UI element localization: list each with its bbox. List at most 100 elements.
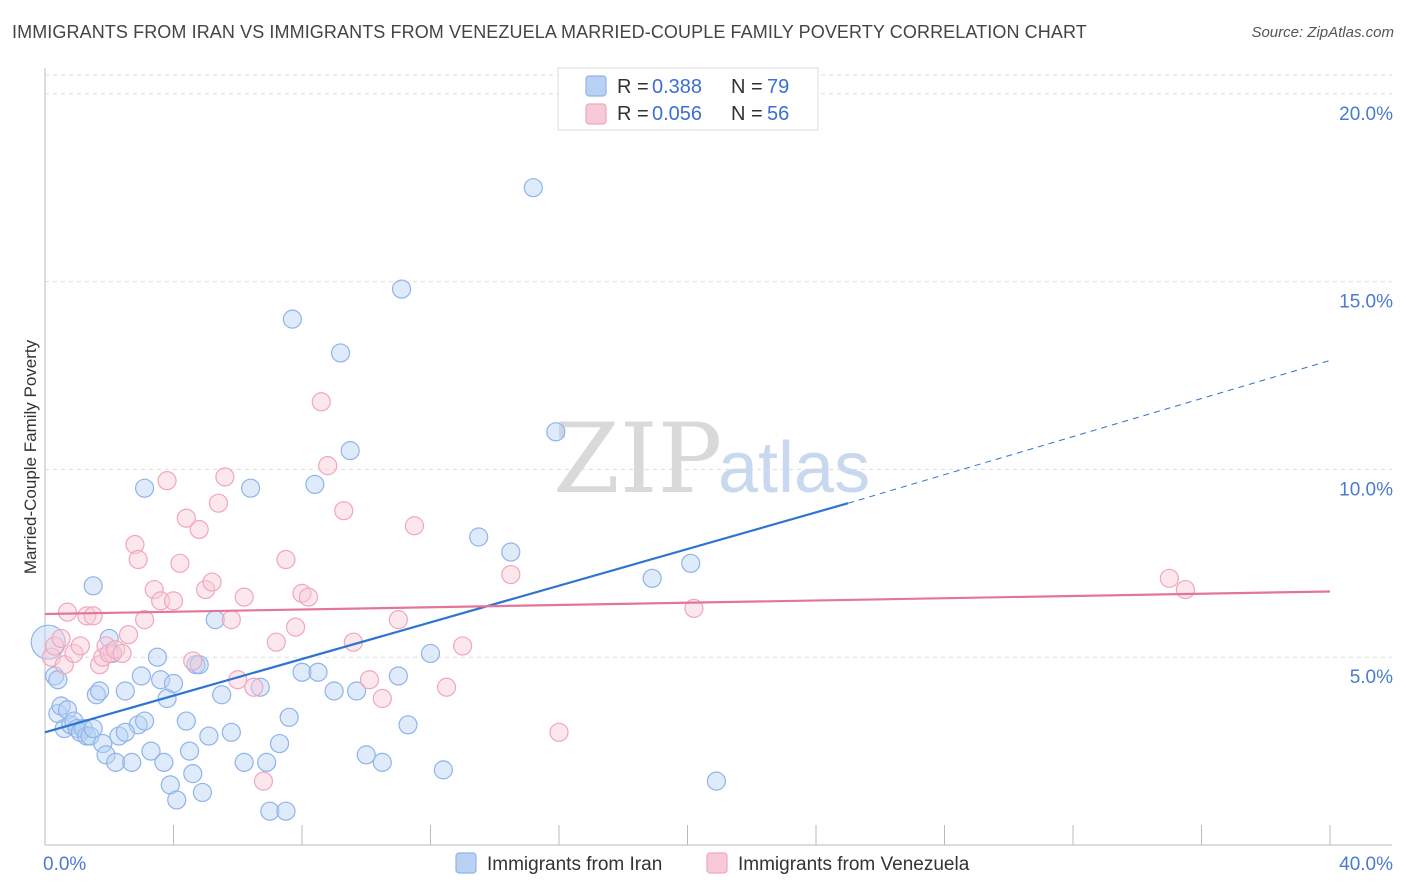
iran-point-62 — [523, 178, 543, 198]
iran-point-57 — [398, 715, 418, 735]
iran-point-63 — [546, 422, 566, 442]
venezuela-point-18 — [134, 610, 155, 630]
axes — [44, 68, 1392, 846]
venezuela-point-22 — [163, 591, 184, 611]
venezuela-point-50 — [453, 636, 473, 656]
venezuela-point-2 — [51, 628, 71, 649]
venezuela-point-34 — [244, 677, 264, 697]
iran-point-29 — [151, 670, 171, 690]
venezuela-point-29 — [208, 493, 229, 513]
iran-point-26 — [134, 711, 155, 731]
iran-point-60 — [469, 527, 489, 547]
iran-point-58 — [420, 643, 441, 664]
iran-point-36 — [179, 741, 200, 761]
venezuela-point-33 — [234, 587, 254, 607]
x-tick-label-max: 40.0% — [1339, 854, 1393, 875]
venezuela-point-46 — [372, 688, 392, 709]
venezuela-point-47 — [388, 610, 408, 630]
venezuela-point-21 — [157, 471, 177, 491]
y-axis-label: Married-Couple Family Poverty — [21, 339, 40, 574]
iran-point-61 — [501, 542, 521, 562]
venezuela-point-15 — [118, 625, 139, 645]
iran-point-48 — [276, 801, 296, 821]
venezuela-point-35 — [253, 771, 274, 791]
iran-point-74 — [83, 576, 103, 596]
iran-point-25 — [131, 666, 151, 686]
bottom-legend-swatch-iran — [455, 852, 477, 874]
chart-title: IMMIGRANTS FROM IRAN VS IMMIGRANTS FROM … — [12, 22, 1087, 42]
iran-point-49 — [279, 707, 299, 727]
iran-point-45 — [250, 677, 270, 697]
iran-point-65 — [681, 553, 701, 573]
legend-n-value-iran: 79 — [767, 76, 789, 98]
y-tick-label-0: 5.0% — [1350, 667, 1393, 688]
y-tick-label-1: 10.0% — [1339, 479, 1393, 500]
iran-point-78 — [269, 733, 290, 754]
legend-r-value-venezuela: 0.056 — [652, 103, 702, 125]
x-tick-labels: 0.0% 40.0% — [43, 854, 1393, 875]
iran-point-17 — [96, 745, 116, 765]
iran-point-64 — [642, 568, 662, 588]
x-tick-label-min: 0.0% — [43, 854, 86, 875]
iran-point-44 — [234, 752, 254, 772]
trendlines — [44, 359, 1331, 734]
iran-point-28 — [147, 647, 168, 667]
iran-point-69 — [330, 343, 351, 363]
venezuela-point-7 — [77, 606, 97, 626]
iran-point-76 — [115, 722, 135, 742]
venezuela-point-16 — [125, 534, 145, 555]
venezuela-point-37 — [276, 549, 296, 570]
iran-point-37 — [183, 764, 203, 784]
iran-point-46 — [257, 752, 277, 772]
iran-trendline-projection — [847, 359, 1331, 504]
venezuela-point-23 — [170, 553, 190, 573]
legend-swatch-venezuela — [585, 103, 607, 125]
legend-swatch-iran — [585, 75, 607, 97]
iran-point-42 — [205, 610, 225, 630]
legend-n-label-iran: N = — [731, 76, 763, 98]
venezuela-point-48 — [404, 516, 425, 536]
y-tick-label-2: 15.0% — [1339, 292, 1393, 313]
legend-r-label-iran: R = — [617, 76, 649, 98]
iran-point-33 — [163, 673, 184, 694]
bottom-legend-label-venezuela: Immigrants from Venezuela — [738, 854, 970, 875]
venezuela-point-52 — [549, 722, 569, 742]
venezuela-point-55 — [1175, 579, 1196, 600]
legend-r-label-venezuela: R = — [617, 103, 649, 125]
venezuela-point-54 — [1159, 568, 1179, 588]
iran-point-41 — [199, 726, 219, 746]
legend-n-label-venezuela: N = — [731, 103, 763, 125]
iran-point-53 — [347, 681, 367, 701]
iran-point-71 — [391, 279, 412, 299]
venezuela-point-24 — [176, 508, 196, 528]
watermark-atlas: atlas — [718, 428, 870, 508]
y-tick-label-3: 20.0% — [1339, 104, 1393, 125]
venezuela-point-43 — [334, 501, 354, 521]
venezuela-point-25 — [183, 651, 203, 671]
venezuela-point-14 — [112, 643, 132, 664]
venezuela-point-6 — [70, 636, 90, 656]
iran-point-15 — [90, 681, 110, 701]
venezuela-trendline — [44, 590, 1331, 616]
watermark: ZIP atlas — [553, 403, 870, 515]
bottom-legend-swatch-venezuela — [706, 852, 728, 874]
venezuela-point-36 — [266, 632, 286, 652]
top-legend: R = 0.388 N = 79 R = 0.056 N = 56 — [557, 67, 819, 131]
iran-point-72 — [305, 474, 325, 495]
venezuela-point-27 — [196, 579, 216, 600]
iran-point-14 — [86, 685, 107, 705]
venezuela-point-53 — [684, 598, 704, 618]
venezuela-point-28 — [202, 572, 222, 592]
iran-point-30 — [154, 752, 174, 772]
iran-point-16 — [93, 733, 113, 754]
iran-point-73 — [134, 478, 155, 498]
y-tick-labels: 5.0% 10.0% 15.0% 20.0% — [1339, 104, 1393, 688]
bottom-legend-label-iran: Immigrants from Iran — [487, 854, 662, 875]
series-venezuela-points — [41, 392, 1196, 791]
iran-point-52 — [324, 681, 344, 701]
iran-point-5 — [57, 700, 78, 720]
venezuela-point-8 — [83, 606, 103, 626]
iran-point-51 — [308, 662, 328, 682]
venezuela-point-30 — [215, 467, 235, 487]
